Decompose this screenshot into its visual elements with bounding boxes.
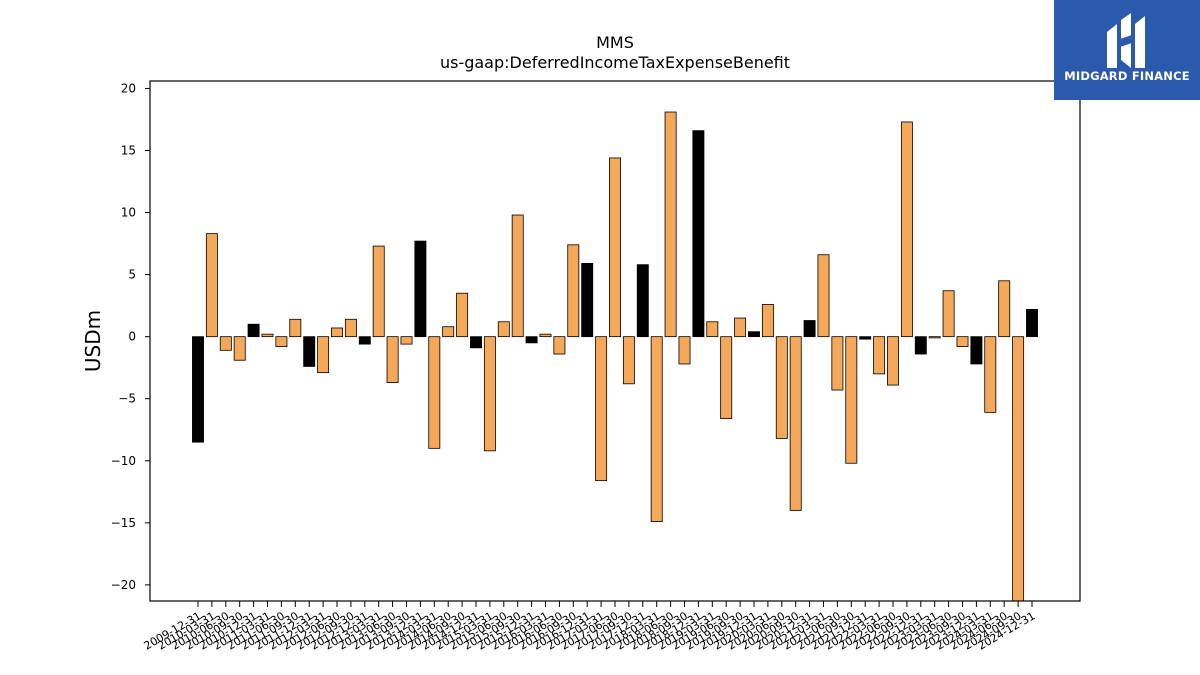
- y-tick-label: 10: [121, 206, 136, 220]
- y-tick-label: −10: [111, 454, 136, 468]
- bar-2014-12-31: [470, 336, 482, 349]
- bar-2019-12-31: [748, 331, 760, 338]
- y-tick-label: 5: [128, 268, 136, 282]
- bar-2021-03-31: [817, 254, 830, 338]
- bar-2018-12-31: [692, 130, 705, 338]
- bar-2023-06-30: [942, 290, 955, 338]
- bar-2024-12-31: [1026, 308, 1038, 338]
- bar-2014-03-31: [428, 336, 441, 449]
- midgard-logo-icon: [1107, 13, 1145, 68]
- bar-2012-09-30: [344, 318, 357, 338]
- y-axis-label: USDm: [81, 310, 105, 372]
- chart-subtitle: us-gaap:DeferredIncomeTaxExpenseBenefit: [439, 53, 791, 72]
- bar-2022-12-31: [914, 336, 927, 355]
- bar-2020-06-30: [775, 336, 788, 439]
- bar-2023-12-31: [970, 336, 983, 365]
- bar-2014-09-30: [456, 292, 469, 338]
- bar-2024-06-30: [998, 280, 1011, 338]
- bar-2013-12-31: [414, 240, 427, 338]
- bar-2017-09-30: [622, 336, 635, 385]
- y-tick-label: 0: [128, 330, 136, 344]
- bar-2020-12-31: [803, 320, 816, 338]
- brand-logo: MIDGARD FINANCE: [1054, 0, 1200, 100]
- bar-2014-06-30: [442, 326, 455, 338]
- bar-2012-12-31: [358, 336, 371, 345]
- bar-2011-09-30: [289, 318, 302, 338]
- bar-2017-03-31: [595, 336, 608, 482]
- bar-2020-03-31: [761, 303, 774, 338]
- bar-2011-06-30: [275, 336, 288, 347]
- bar-2010-03-31: [205, 233, 218, 338]
- bar-2013-03-31: [372, 245, 385, 338]
- bar-2015-12-31: [525, 336, 538, 344]
- bar-2023-09-30: [956, 336, 969, 347]
- bar-2013-06-30: [386, 336, 399, 383]
- bar-2016-03-31: [539, 333, 552, 338]
- bar-2016-09-30: [567, 244, 580, 338]
- y-tick-label: 15: [121, 143, 136, 157]
- bar-2012-06-30: [331, 327, 343, 338]
- bar-2022-03-31: [873, 336, 886, 375]
- y-tick-label: −15: [111, 516, 136, 530]
- y-tick-label: −20: [111, 578, 136, 592]
- bar-2020-09-30: [789, 336, 802, 511]
- y-tick-label: 20: [121, 81, 136, 95]
- bar-2021-12-31: [859, 336, 872, 340]
- plot-frame: [149, 80, 1081, 602]
- bar-2010-06-30: [219, 336, 232, 351]
- bar-2013-09-30: [400, 336, 413, 345]
- bar-2009-12-31: [192, 336, 204, 443]
- bar-2024-09-30: [1012, 336, 1025, 602]
- bar-2018-09-30: [678, 336, 691, 365]
- bar-2018-03-31: [650, 336, 663, 522]
- y-axis: −20 −15 −10 −5 0 5 10 15 20: [111, 81, 150, 592]
- bar-2019-06-30: [720, 336, 733, 419]
- bar-2021-09-30: [845, 336, 858, 464]
- bar-2015-06-30: [497, 321, 510, 338]
- bar-2023-03-31: [928, 336, 941, 339]
- bar-2018-06-30: [664, 111, 677, 338]
- x-axis: 2009-12-312010-03-312010-06-302010-09-30…: [142, 601, 1038, 653]
- bar-2016-12-31: [581, 263, 594, 338]
- bar-2010-12-31: [247, 323, 260, 338]
- bar-2012-03-31: [317, 336, 330, 374]
- bar-2022-06-30: [887, 336, 899, 386]
- bar-2016-06-30: [553, 336, 566, 355]
- bars-group: [192, 111, 1038, 602]
- y-tick-label: −5: [118, 392, 136, 406]
- bar-2021-06-30: [831, 336, 844, 391]
- bar-2011-12-31: [303, 336, 316, 367]
- bar-2017-12-31: [636, 264, 649, 338]
- chart-title: MMS: [596, 33, 634, 52]
- bar-2011-03-31: [261, 333, 274, 338]
- bar-2017-06-30: [609, 157, 621, 338]
- bar-2024-03-31: [984, 336, 997, 413]
- bar-2015-09-30: [511, 214, 524, 338]
- bar-2010-09-30: [233, 336, 246, 361]
- bar-2022-09-30: [900, 121, 913, 338]
- brand-name: MIDGARD FINANCE: [1064, 69, 1190, 83]
- bar-2019-09-30: [734, 317, 747, 338]
- bar-2019-03-31: [706, 321, 719, 338]
- bar-2015-03-31: [483, 336, 496, 452]
